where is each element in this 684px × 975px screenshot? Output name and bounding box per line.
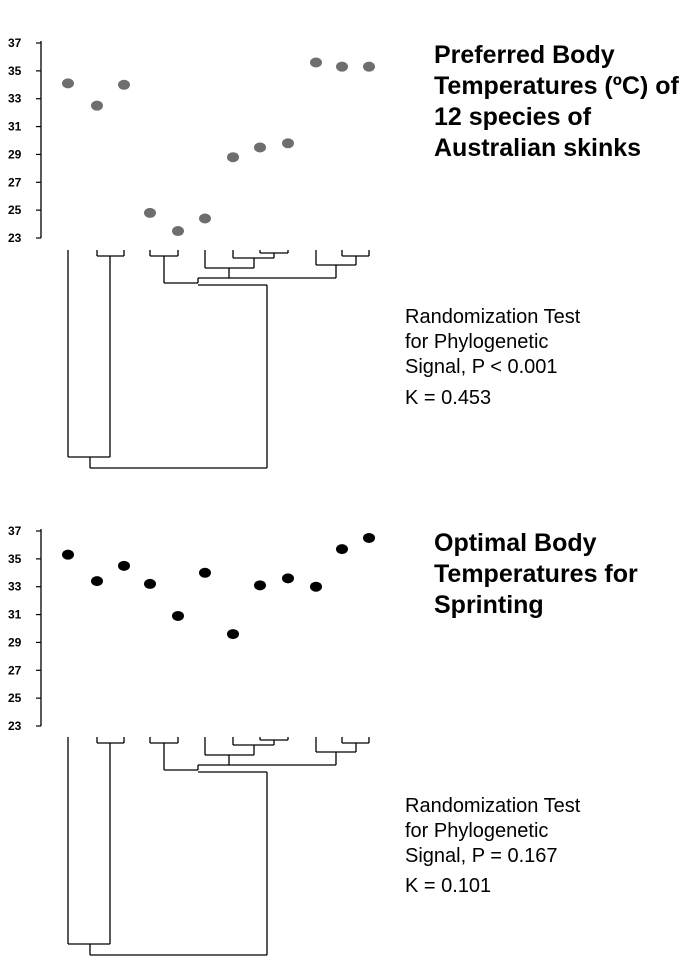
data-point-6: [199, 567, 211, 578]
data-point-11: [336, 544, 348, 555]
data-point-10: [310, 57, 322, 68]
data-point-8: [254, 580, 266, 591]
data-point-12: [363, 61, 375, 72]
data-point-9: [282, 573, 294, 584]
y-tick-label-37: 37: [8, 36, 22, 50]
y-tick-label-27: 27: [8, 175, 22, 189]
data-point-1: [62, 549, 74, 560]
data-point-8: [254, 142, 266, 153]
y-tick-label-31: 31: [8, 120, 22, 134]
data-point-5: [172, 610, 184, 621]
y-tick-label-27: 27: [8, 663, 22, 677]
data-point-4: [144, 578, 156, 589]
sprint-k-value: K = 0.101: [405, 875, 492, 897]
data-point-3: [118, 560, 130, 571]
data-point-12: [363, 532, 375, 543]
data-point-7: [227, 152, 239, 163]
preferred-k-value: K = 0.453: [405, 387, 492, 409]
y-tick-label-25: 25: [8, 203, 22, 217]
y-tick-label-23: 23: [8, 719, 22, 733]
y-tick-label-35: 35: [8, 552, 22, 566]
data-point-11: [336, 61, 348, 72]
data-point-9: [282, 138, 294, 149]
y-tick-label-33: 33: [8, 92, 22, 106]
data-point-3: [118, 79, 130, 90]
data-point-7: [227, 629, 239, 640]
y-tick-label-29: 29: [8, 147, 22, 161]
sprint-randomization-test-text: Randomization Test for Phylogenetic Sign…: [405, 795, 581, 867]
y-tick-label-31: 31: [8, 608, 22, 622]
y-tick-label-33: 33: [8, 580, 22, 594]
y-tick-label-37: 37: [8, 524, 22, 538]
preferred-randomization-test-text: Randomization Test for Phylogenetic Sign…: [405, 306, 581, 378]
data-point-5: [172, 226, 184, 237]
preferred-temperature-title: Preferred Body Temperatures (ºC) of 12 s…: [434, 41, 679, 162]
data-point-2: [91, 100, 103, 111]
data-point-2: [91, 576, 103, 587]
sprint-temperature-panel: 37 35 33 31 29 27 25 23: [8, 524, 375, 956]
data-point-1: [62, 78, 74, 89]
y-tick-label-25: 25: [8, 691, 22, 705]
y-tick-label-23: 23: [8, 231, 22, 245]
sprint-temperature-title: Optimal Body Temperatures for Sprinting: [434, 529, 638, 619]
y-tick-label-29: 29: [8, 635, 22, 649]
data-point-6: [199, 213, 211, 224]
preferred-temperature-panel: 37 35 33 31 29 27 25 23: [8, 36, 375, 469]
data-point-10: [310, 581, 322, 592]
data-point-4: [144, 207, 156, 218]
y-tick-label-35: 35: [8, 64, 22, 78]
